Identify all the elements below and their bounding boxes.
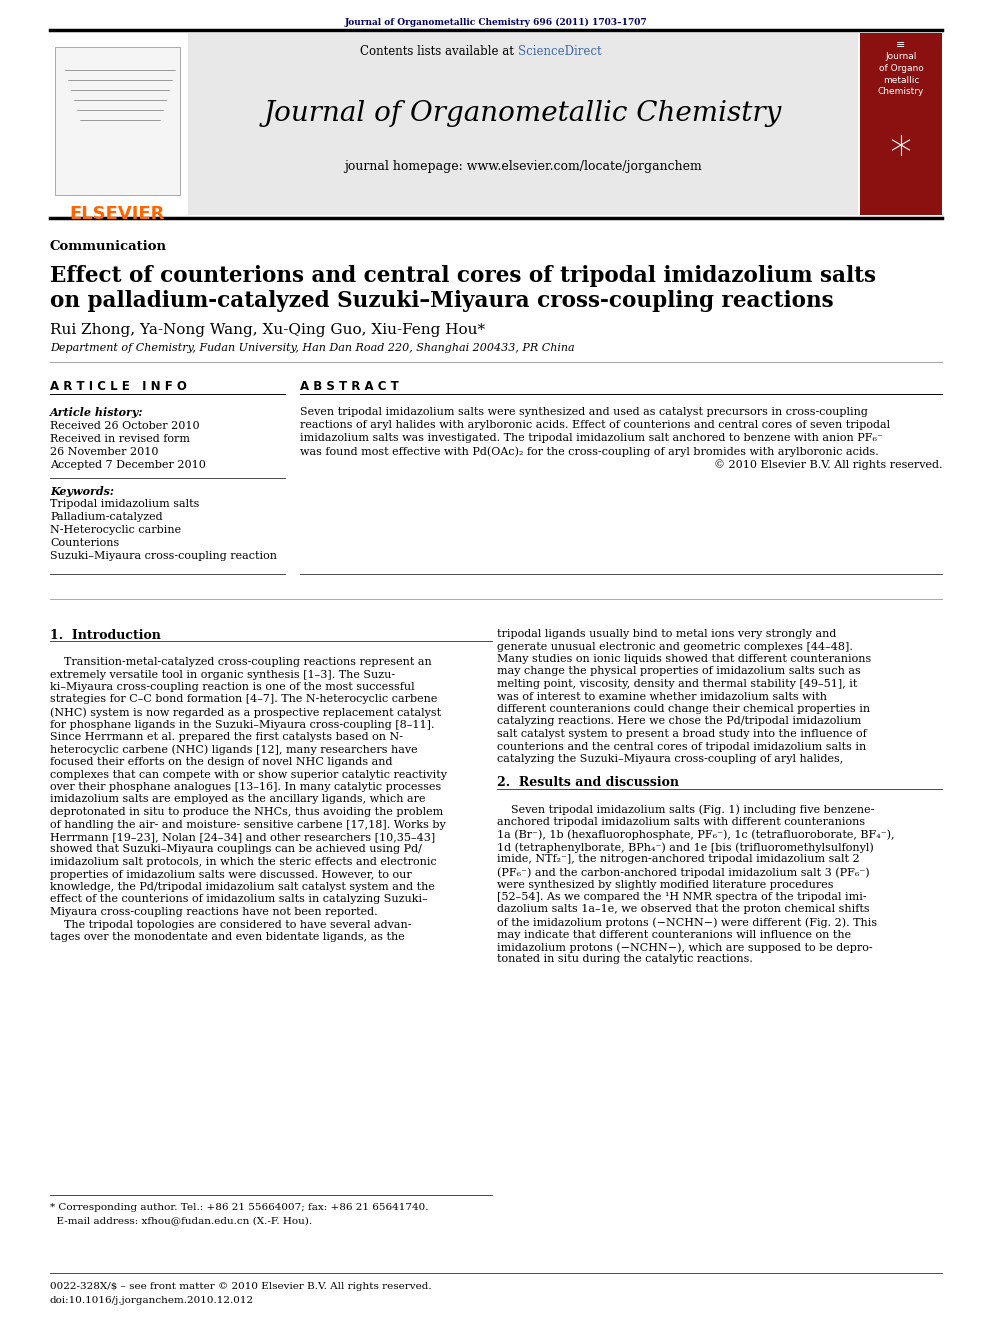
- Text: Journal
of Organo
metallic
Chemistry: Journal of Organo metallic Chemistry: [878, 52, 925, 97]
- Text: melting point, viscosity, density and thermal stability [49–51], it: melting point, viscosity, density and th…: [497, 679, 857, 689]
- Text: salt catalyst system to present a broad study into the influence of: salt catalyst system to present a broad …: [497, 729, 867, 740]
- Text: Accepted 7 December 2010: Accepted 7 December 2010: [50, 460, 206, 470]
- Text: may change the physical properties of imidazolium salts such as: may change the physical properties of im…: [497, 667, 861, 676]
- Text: heterocyclic carbene (NHC) ligands [12], many researchers have: heterocyclic carbene (NHC) ligands [12],…: [50, 745, 418, 755]
- Text: A B S T R A C T: A B S T R A C T: [300, 380, 399, 393]
- Text: © 2010 Elsevier B.V. All rights reserved.: © 2010 Elsevier B.V. All rights reserved…: [713, 459, 942, 470]
- Text: for phosphane ligands in the Suzuki–Miyaura cross-coupling [8–11].: for phosphane ligands in the Suzuki–Miya…: [50, 720, 434, 729]
- Text: focused their efforts on the design of novel NHC ligands and: focused their efforts on the design of n…: [50, 757, 393, 767]
- Text: E-mail address: xfhou@fudan.edu.cn (X.-F. Hou).: E-mail address: xfhou@fudan.edu.cn (X.-F…: [50, 1216, 312, 1225]
- Text: 26 November 2010: 26 November 2010: [50, 447, 159, 456]
- Text: Contents lists available at: Contents lists available at: [360, 45, 518, 58]
- Text: Herrmann [19–23], Nolan [24–34] and other researchers [10,35–43]: Herrmann [19–23], Nolan [24–34] and othe…: [50, 832, 435, 841]
- Text: Journal of Organometallic Chemistry 696 (2011) 1703–1707: Journal of Organometallic Chemistry 696 …: [344, 19, 648, 28]
- Text: generate unusual electronic and geometric complexes [44–48].: generate unusual electronic and geometri…: [497, 642, 853, 651]
- Text: ≡: ≡: [897, 40, 906, 50]
- Text: Article history:: Article history:: [50, 407, 144, 418]
- Text: different counteranions could change their chemical properties in: different counteranions could change the…: [497, 704, 870, 714]
- Text: Journal of Organometallic Chemistry: Journal of Organometallic Chemistry: [264, 101, 782, 127]
- Text: (PF₆⁻) and the carbon-anchored tripodal imidazolium salt 3 (PF₆⁻): (PF₆⁻) and the carbon-anchored tripodal …: [497, 867, 870, 877]
- Text: Rui Zhong, Ya-Nong Wang, Xu-Qing Guo, Xiu-Feng Hou*: Rui Zhong, Ya-Nong Wang, Xu-Qing Guo, Xi…: [50, 323, 485, 337]
- Text: Tripodal imidazolium salts: Tripodal imidazolium salts: [50, 499, 199, 509]
- Text: Many studies on ionic liquids showed that different counteranions: Many studies on ionic liquids showed tha…: [497, 654, 871, 664]
- Text: (NHC) system is now regarded as a prospective replacement catalyst: (NHC) system is now regarded as a prospe…: [50, 706, 441, 717]
- Bar: [188, 33, 858, 216]
- Text: imidazolium protons (−NCHN−), which are supposed to be depro-: imidazolium protons (−NCHN−), which are …: [497, 942, 873, 953]
- Text: imide, NTf₂⁻], the nitrogen-anchored tripodal imidazolium salt 2: imide, NTf₂⁻], the nitrogen-anchored tri…: [497, 855, 860, 864]
- Text: ki–Miyaura cross-coupling reaction is one of the most successful: ki–Miyaura cross-coupling reaction is on…: [50, 681, 415, 692]
- Text: of the imidazolium protons (−NCHN−) were different (Fig. 2). This: of the imidazolium protons (−NCHN−) were…: [497, 917, 877, 927]
- Text: may indicate that different counteranions will influence on the: may indicate that different counteranion…: [497, 930, 851, 939]
- Text: 0022-328X/$ – see front matter © 2010 Elsevier B.V. All rights reserved.: 0022-328X/$ – see front matter © 2010 El…: [50, 1282, 432, 1291]
- Text: were synthesized by slightly modified literature procedures: were synthesized by slightly modified li…: [497, 880, 833, 889]
- Text: * Corresponding author. Tel.: +86 21 55664007; fax: +86 21 65641740.: * Corresponding author. Tel.: +86 21 556…: [50, 1203, 429, 1212]
- Text: imidazolium salts was investigated. The tripodal imidazolium salt anchored to be: imidazolium salts was investigated. The …: [300, 433, 883, 443]
- Text: knowledge, the Pd/tripodal imidazolium salt catalyst system and the: knowledge, the Pd/tripodal imidazolium s…: [50, 882, 434, 892]
- Text: showed that Suzuki–Miyaura couplings can be achieved using Pd/: showed that Suzuki–Miyaura couplings can…: [50, 844, 422, 855]
- Text: 2.  Results and discussion: 2. Results and discussion: [497, 777, 679, 790]
- Text: imidazolium salt protocols, in which the steric effects and electronic: imidazolium salt protocols, in which the…: [50, 857, 436, 867]
- Text: [52–54]. As we compared the ¹H NMR spectra of the tripodal imi-: [52–54]. As we compared the ¹H NMR spect…: [497, 892, 867, 902]
- Text: Received 26 October 2010: Received 26 October 2010: [50, 421, 199, 431]
- Text: strategies for C–C bond formation [4–7]. The N-heterocyclic carbene: strategies for C–C bond formation [4–7].…: [50, 695, 437, 705]
- Text: ScienceDirect: ScienceDirect: [518, 45, 601, 58]
- Text: catalyzing reactions. Here we chose the Pd/tripodal imidazolium: catalyzing reactions. Here we chose the …: [497, 717, 861, 726]
- Text: Communication: Communication: [50, 239, 167, 253]
- Text: doi:10.1016/j.jorganchem.2010.12.012: doi:10.1016/j.jorganchem.2010.12.012: [50, 1297, 254, 1304]
- Text: deprotonated in situ to produce the NHCs, thus avoiding the problem: deprotonated in situ to produce the NHCs…: [50, 807, 443, 818]
- Text: 1a (Br⁻), 1b (hexafluorophosphate, PF₆⁻), 1c (tetrafluoroborate, BF₄⁻),: 1a (Br⁻), 1b (hexafluorophosphate, PF₆⁻)…: [497, 830, 895, 840]
- Text: Suzuki–Miyaura cross-coupling reaction: Suzuki–Miyaura cross-coupling reaction: [50, 550, 277, 561]
- Text: tonated in situ during the catalytic reactions.: tonated in situ during the catalytic rea…: [497, 954, 753, 964]
- Text: 1d (tetraphenylborate, BPh₄⁻) and 1e [bis (trifluoromethylsulfonyl): 1d (tetraphenylborate, BPh₄⁻) and 1e [bi…: [497, 841, 874, 852]
- Text: reactions of aryl halides with arylboronic acids. Effect of counterions and cent: reactions of aryl halides with arylboron…: [300, 419, 890, 430]
- Bar: [860, 33, 942, 216]
- Text: tages over the monodentate and even bidentate ligands, as the: tages over the monodentate and even bide…: [50, 931, 405, 942]
- Text: extremely versatile tool in organic synthesis [1–3]. The Suzu-: extremely versatile tool in organic synt…: [50, 669, 395, 680]
- Text: Miyaura cross-coupling reactions have not been reported.: Miyaura cross-coupling reactions have no…: [50, 908, 378, 917]
- Text: Keywords:: Keywords:: [50, 486, 114, 497]
- Text: imidazolium salts are employed as the ancillary ligands, which are: imidazolium salts are employed as the an…: [50, 795, 426, 804]
- Text: was of interest to examine whether imidazolium salts with: was of interest to examine whether imida…: [497, 692, 827, 701]
- Text: dazolium salts 1a–1e, we observed that the proton chemical shifts: dazolium salts 1a–1e, we observed that t…: [497, 905, 870, 914]
- Bar: [50, 34, 185, 210]
- Text: complexes that can compete with or show superior catalytic reactivity: complexes that can compete with or show …: [50, 770, 447, 779]
- Bar: [55, 48, 180, 194]
- Text: of handling the air- and moisture- sensitive carbene [17,18]. Works by: of handling the air- and moisture- sensi…: [50, 819, 445, 830]
- Text: Palladium-catalyzed: Palladium-catalyzed: [50, 512, 163, 523]
- Text: A R T I C L E   I N F O: A R T I C L E I N F O: [50, 380, 186, 393]
- Text: Seven tripodal imidazolium salts (Fig. 1) including five benzene-: Seven tripodal imidazolium salts (Fig. 1…: [497, 804, 874, 815]
- Text: properties of imidazolium salts were discussed. However, to our: properties of imidazolium salts were dis…: [50, 869, 412, 880]
- Text: catalyzing the Suzuki–Miyaura cross-coupling of aryl halides,: catalyzing the Suzuki–Miyaura cross-coup…: [497, 754, 843, 763]
- Text: tripodal ligands usually bind to metal ions very strongly and: tripodal ligands usually bind to metal i…: [497, 628, 836, 639]
- Text: Department of Chemistry, Fudan University, Han Dan Road 220, Shanghai 200433, PR: Department of Chemistry, Fudan Universit…: [50, 343, 574, 353]
- Text: N-Heterocyclic carbine: N-Heterocyclic carbine: [50, 525, 182, 534]
- Text: on palladium-catalyzed Suzuki–Miyaura cross-coupling reactions: on palladium-catalyzed Suzuki–Miyaura cr…: [50, 290, 833, 312]
- Text: 1.  Introduction: 1. Introduction: [50, 628, 161, 642]
- Text: Seven tripodal imidazolium salts were synthesized and used as catalyst precursor: Seven tripodal imidazolium salts were sy…: [300, 407, 868, 417]
- Text: Counterions: Counterions: [50, 538, 119, 548]
- Text: The tripodal topologies are considered to have several advan-: The tripodal topologies are considered t…: [50, 919, 412, 930]
- Text: ELSEVIER: ELSEVIER: [69, 205, 165, 224]
- Text: journal homepage: www.elsevier.com/locate/jorganchem: journal homepage: www.elsevier.com/locat…: [344, 160, 702, 173]
- Text: was found most effective with Pd(OAc)₂ for the cross-coupling of aryl bromides w: was found most effective with Pd(OAc)₂ f…: [300, 446, 879, 456]
- Text: Since Herrmann et al. prepared the first catalysts based on N-: Since Herrmann et al. prepared the first…: [50, 732, 403, 742]
- Text: Transition-metal-catalyzed cross-coupling reactions represent an: Transition-metal-catalyzed cross-couplin…: [50, 658, 432, 667]
- Text: effect of the counterions of imidazolium salts in catalyzing Suzuki–: effect of the counterions of imidazolium…: [50, 894, 428, 905]
- Text: Effect of counterions and central cores of tripodal imidazolium salts: Effect of counterions and central cores …: [50, 265, 876, 287]
- Text: counterions and the central cores of tripodal imidazolium salts in: counterions and the central cores of tri…: [497, 741, 866, 751]
- Text: over their phosphane analogues [13–16]. In many catalytic processes: over their phosphane analogues [13–16]. …: [50, 782, 441, 792]
- Text: Received in revised form: Received in revised form: [50, 434, 190, 445]
- Text: anchored tripodal imidazolium salts with different counteranions: anchored tripodal imidazolium salts with…: [497, 818, 865, 827]
